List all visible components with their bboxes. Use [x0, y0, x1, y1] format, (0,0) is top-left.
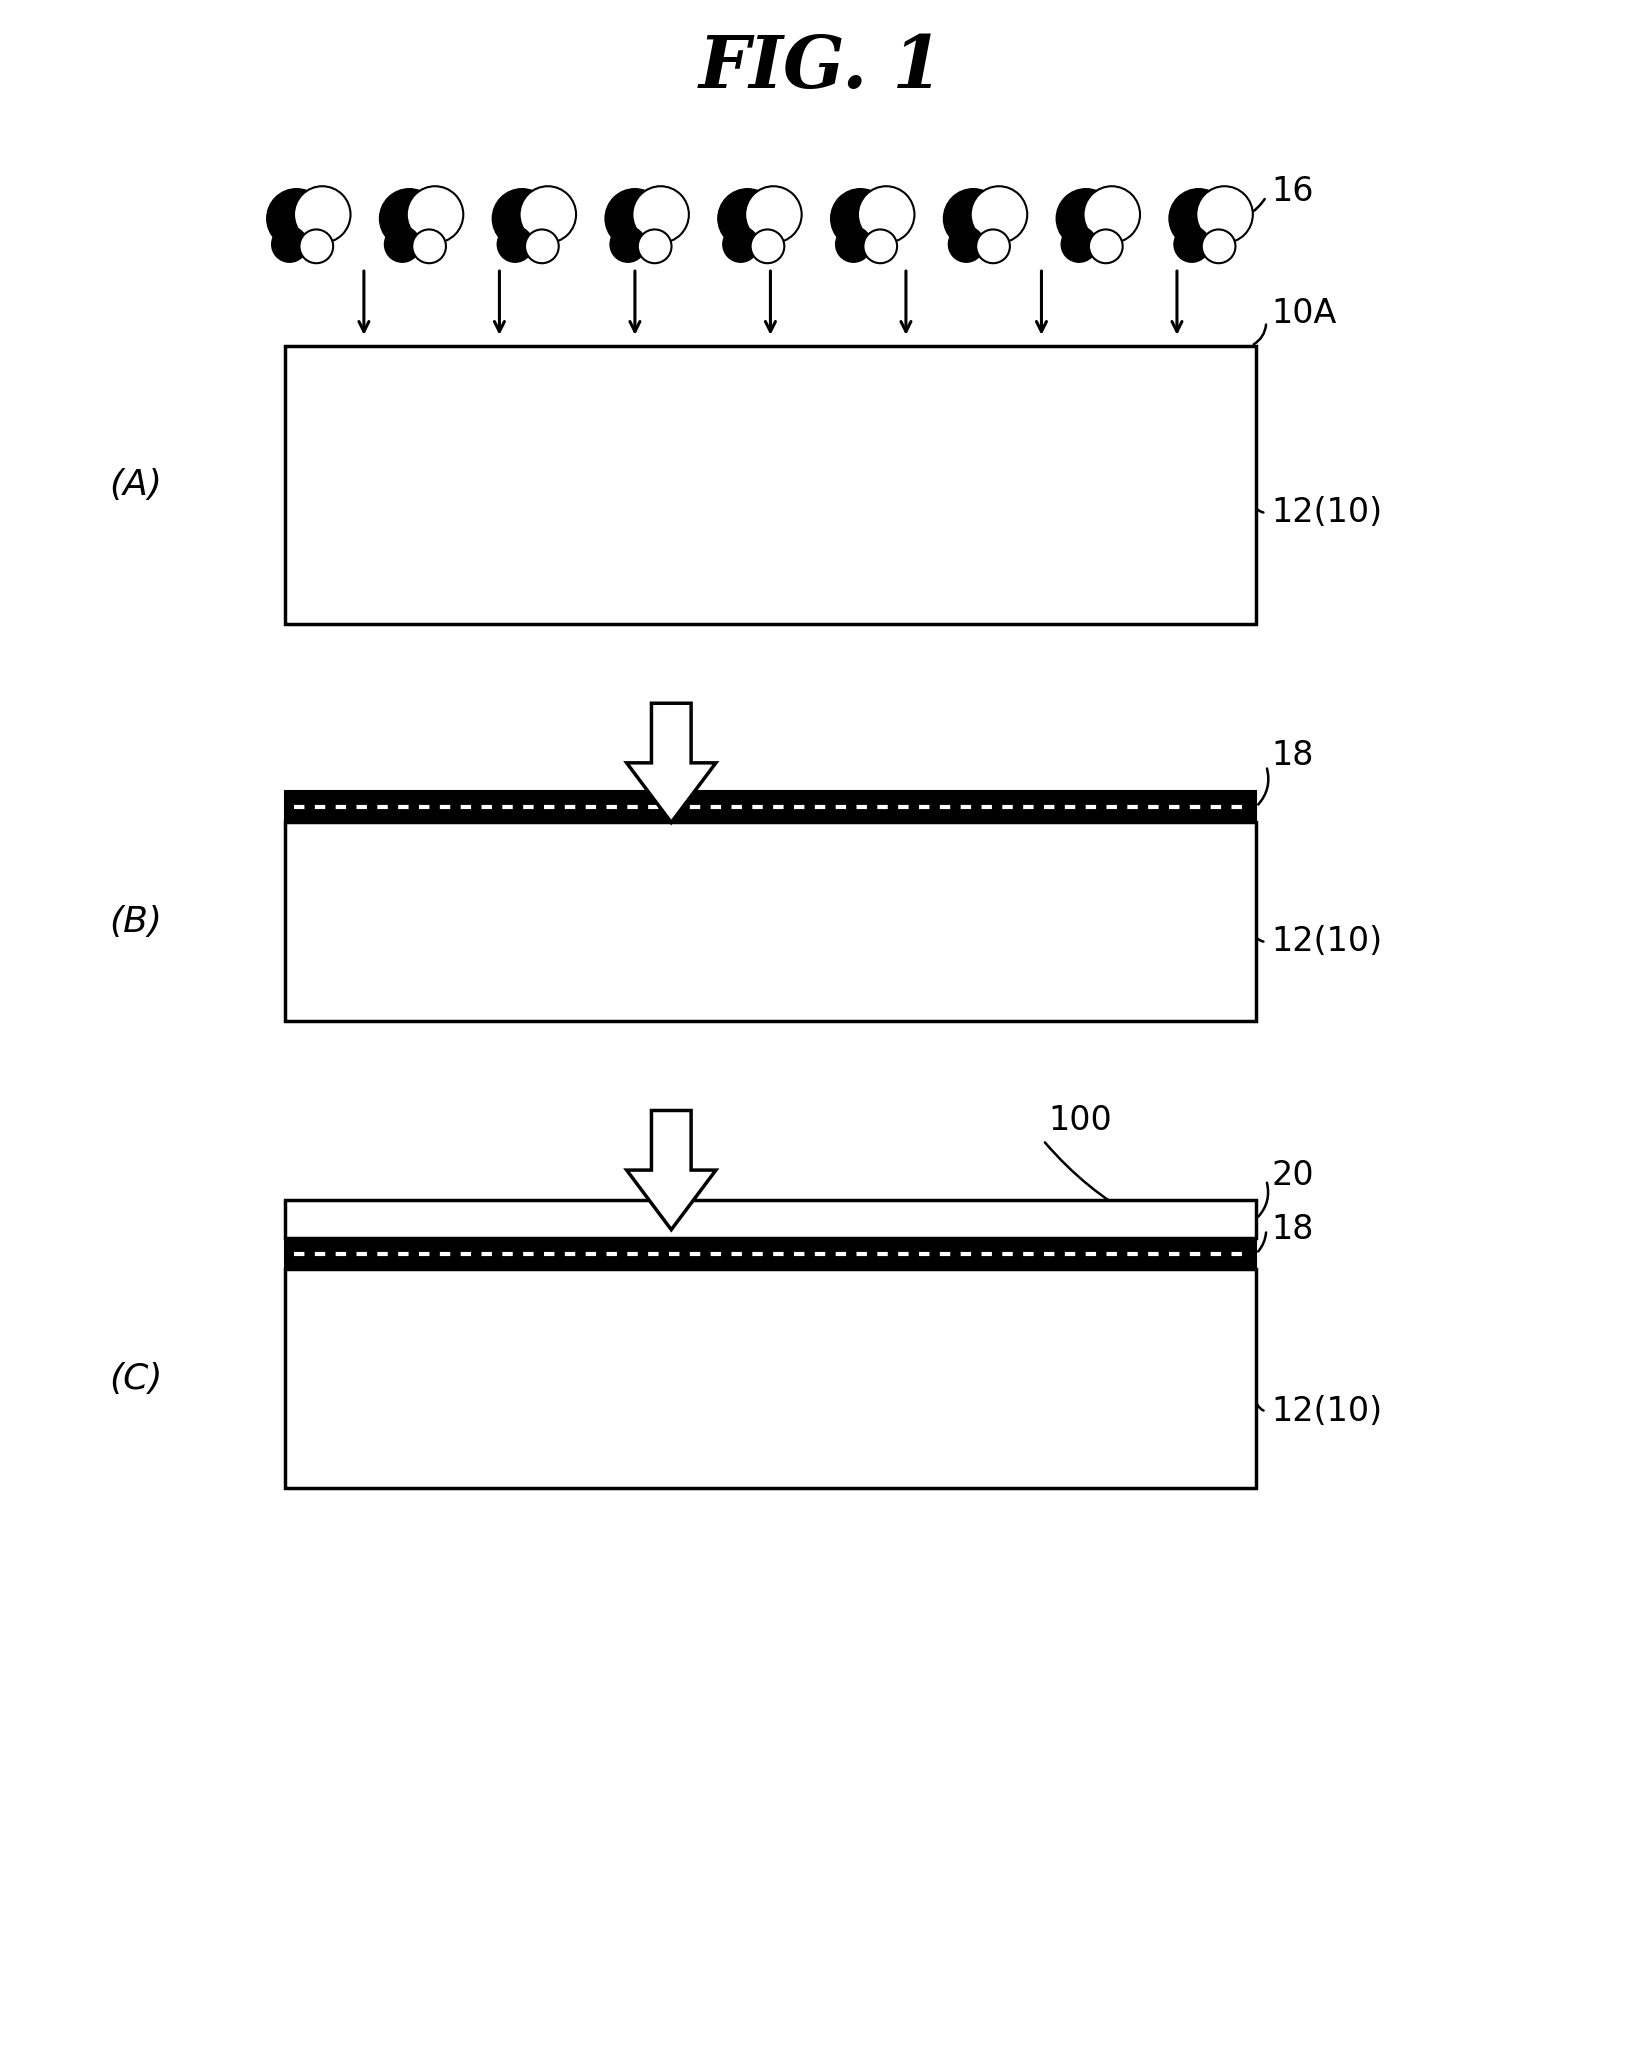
Circle shape: [493, 188, 552, 249]
Circle shape: [977, 230, 1010, 263]
Bar: [284, 1270, 1256, 1487]
Circle shape: [944, 188, 1003, 249]
Text: FIG. 1: FIG. 1: [699, 31, 943, 104]
Circle shape: [970, 186, 1028, 242]
Polygon shape: [627, 1110, 716, 1230]
Circle shape: [857, 186, 915, 242]
Circle shape: [1061, 226, 1097, 263]
Circle shape: [1197, 186, 1253, 242]
Text: 18: 18: [1271, 1214, 1314, 1247]
Text: (C): (C): [108, 1363, 163, 1396]
Circle shape: [498, 226, 534, 263]
Text: 100: 100: [1048, 1104, 1112, 1137]
Text: 12(10): 12(10): [1271, 1396, 1383, 1429]
Text: 16: 16: [1271, 176, 1314, 209]
Circle shape: [379, 188, 438, 249]
Bar: [284, 791, 1256, 822]
Circle shape: [294, 186, 350, 242]
Circle shape: [299, 230, 333, 263]
Text: 18: 18: [1271, 739, 1314, 772]
Circle shape: [864, 230, 897, 263]
Text: 20: 20: [1271, 1158, 1314, 1191]
Bar: [284, 346, 1256, 623]
Circle shape: [750, 230, 785, 263]
Circle shape: [519, 186, 576, 242]
Circle shape: [412, 230, 447, 263]
Polygon shape: [627, 704, 716, 822]
Bar: [284, 822, 1256, 1021]
Circle shape: [1202, 230, 1235, 263]
Bar: [284, 1238, 1256, 1270]
Text: (B): (B): [110, 905, 163, 938]
Circle shape: [637, 230, 672, 263]
Circle shape: [266, 188, 327, 249]
Circle shape: [407, 186, 463, 242]
Circle shape: [949, 226, 984, 263]
Circle shape: [722, 226, 759, 263]
Circle shape: [1089, 230, 1123, 263]
Text: (A): (A): [110, 468, 163, 501]
Circle shape: [831, 188, 890, 249]
Circle shape: [1174, 226, 1210, 263]
Circle shape: [384, 226, 420, 263]
Circle shape: [1084, 186, 1140, 242]
Bar: [284, 1199, 1256, 1238]
Text: 10A: 10A: [1271, 298, 1337, 331]
Circle shape: [1169, 188, 1228, 249]
Text: 12(10): 12(10): [1271, 497, 1383, 528]
Circle shape: [606, 188, 665, 249]
Circle shape: [525, 230, 558, 263]
Circle shape: [836, 226, 872, 263]
Circle shape: [745, 186, 801, 242]
Circle shape: [271, 226, 307, 263]
Circle shape: [1056, 188, 1115, 249]
Circle shape: [718, 188, 777, 249]
Circle shape: [611, 226, 645, 263]
Circle shape: [632, 186, 690, 242]
Text: 12(10): 12(10): [1271, 926, 1383, 959]
